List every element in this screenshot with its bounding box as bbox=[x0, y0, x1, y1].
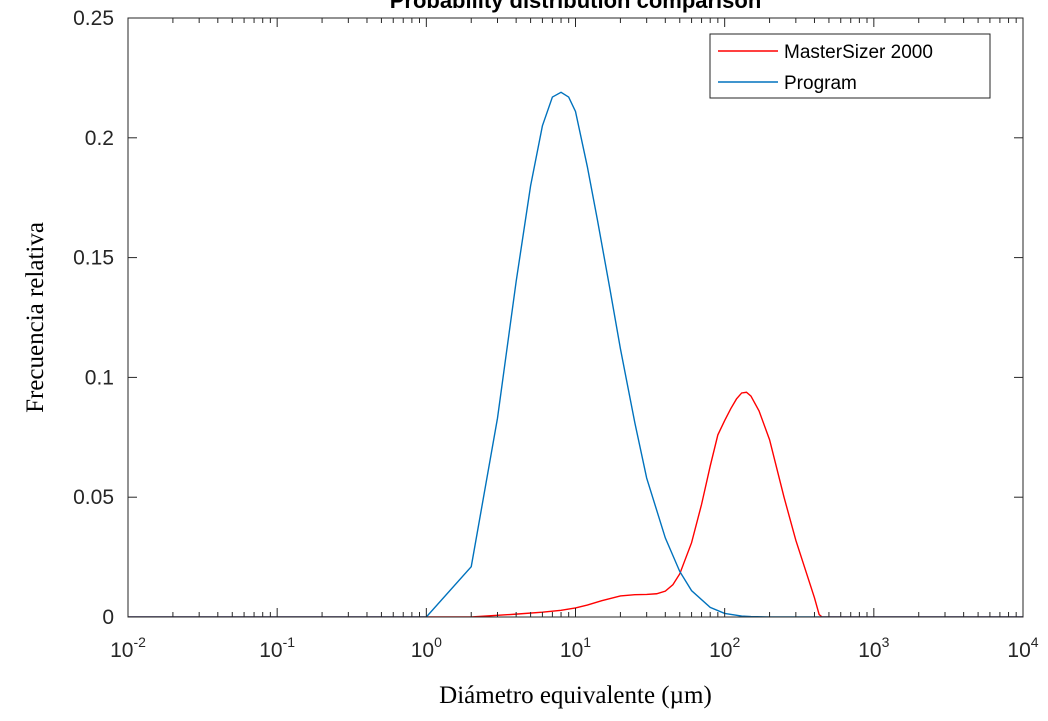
x-tick-exponent: -1 bbox=[283, 634, 296, 650]
x-tick-base: 10 bbox=[560, 639, 583, 662]
x-tick-exponent: 4 bbox=[1031, 634, 1039, 650]
y-tick-label: 0.1 bbox=[85, 366, 114, 389]
x-tick-exponent: -2 bbox=[133, 634, 146, 650]
x-tick-label: 101 bbox=[560, 634, 591, 662]
y-axis-title: Frecuencia relativa bbox=[22, 222, 49, 413]
legend: MasterSizer 2000 Program bbox=[709, 33, 991, 99]
legend-label: Program bbox=[784, 73, 857, 94]
x-tick-label: 104 bbox=[1007, 634, 1038, 662]
x-tick-base: 10 bbox=[259, 639, 282, 662]
y-tick-label: 0.2 bbox=[85, 127, 114, 150]
x-tick-exponent: 2 bbox=[732, 634, 740, 650]
y-tick-label: 0.05 bbox=[73, 486, 114, 509]
x-tick-base: 10 bbox=[709, 639, 732, 662]
y-tick-label: 0 bbox=[102, 606, 114, 629]
x-tick-base: 10 bbox=[411, 639, 434, 662]
x-tick-base: 10 bbox=[110, 639, 133, 662]
y-tick-label: 0.15 bbox=[73, 247, 114, 270]
x-tick-exponent: 3 bbox=[882, 634, 890, 650]
legend-label: MasterSizer 2000 bbox=[784, 42, 933, 63]
x-tick-base: 10 bbox=[1007, 639, 1030, 662]
plot-frame bbox=[127, 17, 1024, 618]
x-tick-label: 10-2 bbox=[110, 634, 146, 662]
x-tick-label: 10-1 bbox=[259, 634, 295, 662]
y-tick-label: 0.25 bbox=[73, 7, 114, 30]
legend-box bbox=[709, 33, 991, 99]
series-layer bbox=[128, 91, 1023, 617]
x-tick-exponent: 0 bbox=[434, 634, 442, 650]
x-tick-label: 102 bbox=[709, 634, 740, 662]
x-tick-label: 100 bbox=[411, 634, 442, 662]
ticks-layer bbox=[127, 17, 1024, 618]
x-tick-label: 103 bbox=[858, 634, 889, 662]
x-tick-base: 10 bbox=[858, 639, 881, 662]
series-line-1 bbox=[128, 391, 1023, 617]
x-axis-title: Diámetro equivalente (µm) bbox=[439, 682, 712, 709]
chart-title: Probability distribution comparison bbox=[390, 0, 762, 13]
x-tick-exponent: 1 bbox=[583, 634, 591, 650]
series-line-2 bbox=[128, 91, 1023, 617]
